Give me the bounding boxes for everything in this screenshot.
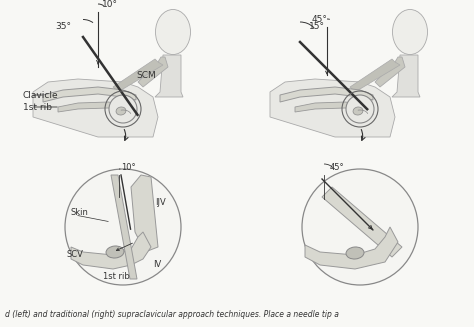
Polygon shape xyxy=(270,79,395,137)
Polygon shape xyxy=(375,57,405,87)
Text: 10°: 10° xyxy=(121,163,136,172)
Ellipse shape xyxy=(346,247,364,259)
Text: 10°: 10° xyxy=(102,0,118,9)
Text: Skin: Skin xyxy=(71,208,89,217)
Text: d (left) and traditional (right) supraclavicular approach techniques. Place a ne: d (left) and traditional (right) supracl… xyxy=(5,310,339,319)
Polygon shape xyxy=(138,57,168,87)
Polygon shape xyxy=(305,227,398,269)
Circle shape xyxy=(65,169,181,285)
Text: SCM: SCM xyxy=(136,71,156,79)
Polygon shape xyxy=(295,102,373,115)
Polygon shape xyxy=(113,59,163,92)
Text: 45°: 45° xyxy=(312,15,328,24)
Ellipse shape xyxy=(392,9,428,55)
Text: IJV: IJV xyxy=(155,198,166,207)
Circle shape xyxy=(346,95,374,123)
Polygon shape xyxy=(350,59,400,92)
Text: Clavicle: Clavicle xyxy=(23,91,59,99)
Polygon shape xyxy=(71,232,151,269)
Text: 35°: 35° xyxy=(55,22,71,31)
Ellipse shape xyxy=(106,246,124,258)
Text: 45°: 45° xyxy=(330,163,345,172)
Polygon shape xyxy=(131,175,158,252)
Polygon shape xyxy=(111,175,137,279)
Polygon shape xyxy=(280,87,373,102)
Polygon shape xyxy=(58,102,136,115)
Text: 1st rib: 1st rib xyxy=(23,102,52,112)
Text: 15°: 15° xyxy=(309,22,325,31)
Polygon shape xyxy=(392,55,420,97)
Ellipse shape xyxy=(116,107,126,115)
Polygon shape xyxy=(322,187,402,257)
Polygon shape xyxy=(33,79,158,137)
Ellipse shape xyxy=(353,107,363,115)
Circle shape xyxy=(302,169,418,285)
Text: 1st rib: 1st rib xyxy=(103,272,130,281)
Circle shape xyxy=(109,95,137,123)
Text: IV: IV xyxy=(153,260,161,269)
Text: SCV: SCV xyxy=(67,250,84,259)
Polygon shape xyxy=(43,87,136,102)
Polygon shape xyxy=(155,55,183,97)
Ellipse shape xyxy=(155,9,191,55)
